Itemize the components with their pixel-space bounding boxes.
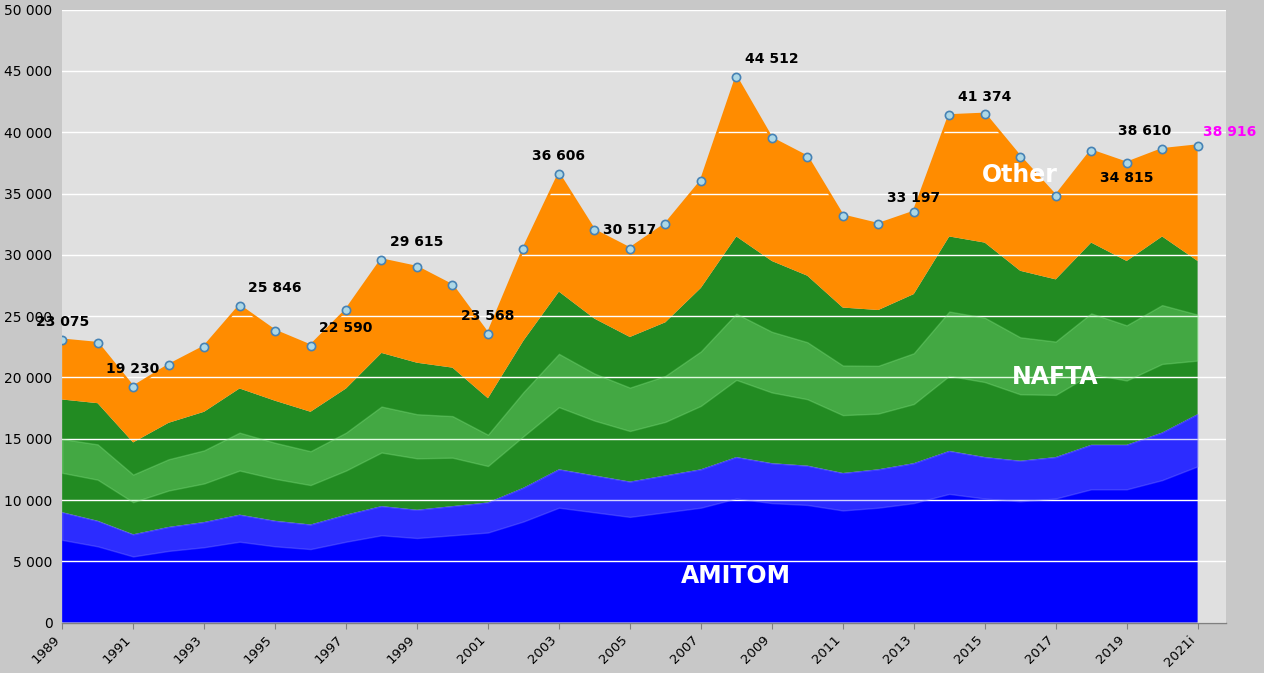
- Point: [513, 244, 533, 254]
- Point: [87, 338, 107, 349]
- Text: 23 075: 23 075: [35, 315, 88, 328]
- Point: [584, 225, 604, 236]
- Text: 33 197: 33 197: [887, 190, 940, 205]
- Point: [1187, 140, 1207, 151]
- Point: [727, 71, 747, 82]
- Text: 36 606: 36 606: [532, 149, 585, 163]
- Point: [939, 110, 959, 120]
- Point: [158, 360, 178, 371]
- Point: [798, 151, 818, 162]
- Point: [1045, 190, 1066, 201]
- Point: [833, 210, 853, 221]
- Point: [301, 341, 321, 351]
- Point: [230, 300, 250, 311]
- Point: [442, 280, 463, 291]
- Text: 38 610: 38 610: [1117, 125, 1170, 138]
- Text: 25 846: 25 846: [248, 281, 302, 295]
- Text: NAFTA: NAFTA: [1012, 365, 1098, 390]
- Text: 23 568: 23 568: [461, 309, 514, 322]
- Point: [372, 254, 392, 265]
- Point: [762, 133, 782, 144]
- Point: [478, 328, 498, 339]
- Point: [655, 219, 675, 229]
- Point: [1152, 144, 1172, 155]
- Point: [1010, 151, 1030, 162]
- Point: [619, 243, 640, 254]
- Point: [407, 262, 427, 273]
- Text: 29 615: 29 615: [391, 234, 444, 248]
- Point: [549, 168, 569, 179]
- Text: AMITOM: AMITOM: [681, 564, 791, 588]
- Point: [193, 341, 214, 352]
- Text: 41 374: 41 374: [958, 90, 1011, 104]
- Point: [265, 326, 286, 336]
- Point: [690, 176, 710, 186]
- Point: [52, 334, 72, 345]
- Text: 19 230: 19 230: [106, 362, 159, 376]
- Point: [123, 382, 143, 392]
- Point: [975, 108, 995, 119]
- Point: [1081, 145, 1101, 156]
- Point: [904, 207, 924, 217]
- Point: [1116, 157, 1136, 168]
- Text: 38 916: 38 916: [1203, 125, 1256, 139]
- Text: 44 512: 44 512: [744, 52, 799, 66]
- Text: Other: Other: [982, 163, 1058, 187]
- Point: [336, 305, 356, 316]
- Text: 30 517: 30 517: [603, 223, 656, 238]
- Point: [868, 219, 889, 229]
- Text: 22 590: 22 590: [320, 320, 373, 334]
- Text: 34 815: 34 815: [1100, 171, 1153, 185]
